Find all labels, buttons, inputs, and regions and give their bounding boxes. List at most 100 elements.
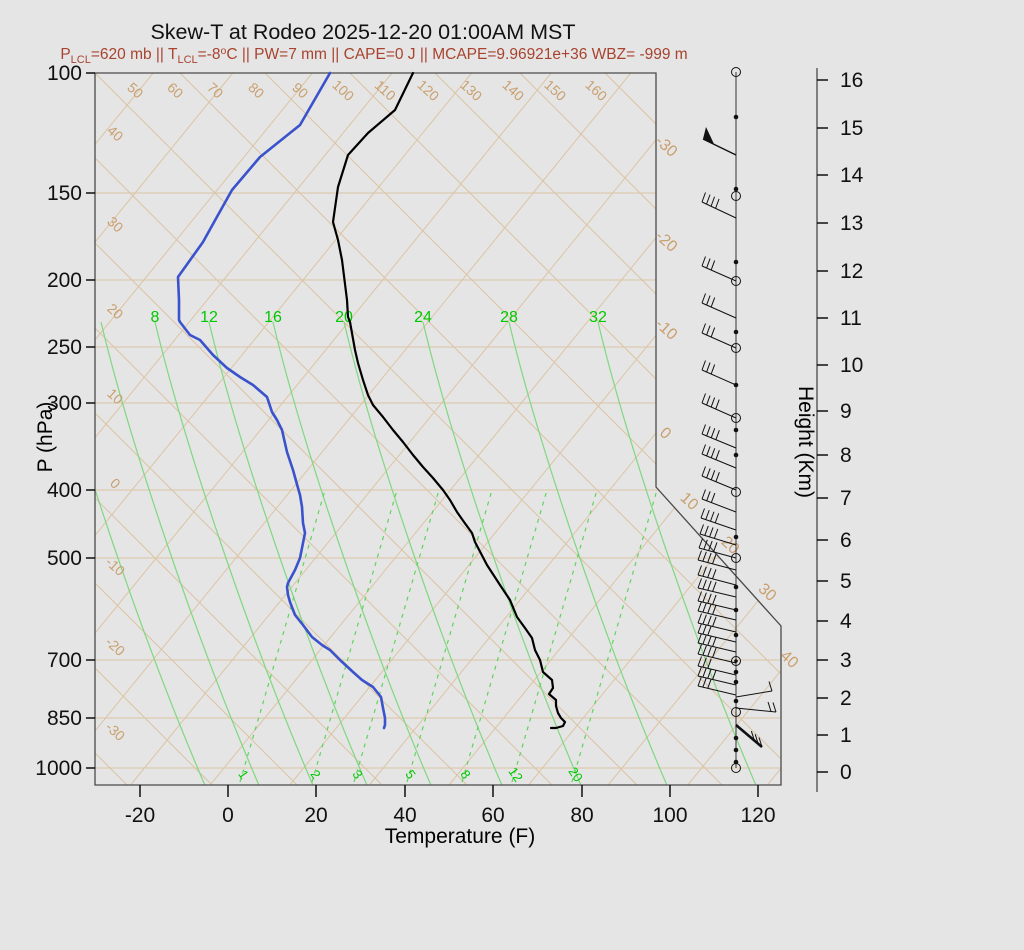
wind-barb-tick (707, 580, 712, 591)
chart-title: Skew-T at Rodeo 2025-12-20 01:00AM MST (150, 20, 575, 44)
dry-adiabat-line (95, 73, 128, 785)
moist-adiabat-line (508, 321, 670, 785)
wind-level-dot (733, 584, 739, 590)
isotherm-line (607, 73, 781, 785)
wind-barb-tick (706, 295, 711, 306)
wind-barb-tick (702, 645, 707, 656)
wind-level-circle (731, 707, 741, 717)
moist-adiabat-line (343, 321, 505, 785)
wind-barb-shaft (698, 547, 737, 559)
wind-barb-shaft (697, 610, 737, 621)
wind-barb-shaft (697, 675, 737, 686)
wind-barb-tick (706, 362, 711, 373)
wind-level-dot (733, 735, 739, 741)
wind-barb-shaft (697, 574, 737, 586)
wind-barb-shaft (701, 433, 737, 449)
temperature-tick-label: -20 (125, 804, 155, 827)
wind-barb-tick (702, 634, 707, 645)
isotherm-line (130, 73, 711, 785)
wind-barb-tick (701, 466, 706, 477)
wind-barb-tick (710, 364, 716, 375)
wind-barb-tick (701, 323, 706, 334)
moist-adiabat-line (272, 321, 434, 785)
wind-barb-tick (712, 581, 717, 592)
wind-barb-tick (697, 613, 702, 624)
wind-barb-shaft (735, 707, 777, 713)
temperature-tick-label: 60 (481, 804, 504, 827)
wind-barb-tick (710, 260, 716, 271)
wind-barb-shaft (735, 690, 773, 698)
wind-barb-tick (707, 658, 712, 669)
wind-barb-tick (697, 666, 702, 677)
moist-adiabat-line (208, 321, 370, 785)
wind-barb-tick (758, 737, 763, 748)
height-tick-label: 14 (840, 164, 864, 187)
wind-barb-tick (706, 395, 711, 406)
wind-level-dot (733, 329, 739, 335)
wind-barb-shaft (701, 332, 737, 349)
dry-adiabat-label-top: 120 (414, 77, 442, 105)
wind-barb-tick (704, 525, 709, 536)
wind-level-dot (733, 534, 739, 540)
wind-barb-shaft (701, 453, 737, 469)
height-tick-label: 13 (840, 212, 863, 235)
pressure-tick-label: 150 (47, 182, 82, 205)
wind-barb-tick (701, 424, 706, 435)
wind-barb-tick (767, 701, 772, 712)
moist-adiabat-label: 28 (500, 309, 518, 326)
temperature-axis-title: Temperature (F) (385, 825, 536, 848)
height-tick-label: 12 (840, 260, 863, 283)
pressure-tick-label: 250 (47, 336, 82, 359)
isotherm-label-right: 0 (656, 424, 674, 443)
wind-barb-tick (715, 450, 720, 460)
wind-barb-shaft (697, 600, 737, 611)
wind-level-dot (733, 669, 739, 675)
height-tick-label: 5 (840, 570, 852, 593)
wind-barb-tick (701, 360, 706, 371)
dry-adiabat-label-top: 60 (164, 79, 186, 101)
wind-barb-tick (697, 633, 702, 644)
wind-barb-tick (712, 604, 717, 615)
wind-barb-tick (702, 566, 707, 577)
isotherm-line (95, 73, 313, 785)
wind-level-dot (733, 452, 739, 458)
wind-barb-tick (707, 625, 712, 636)
wind-barb-tick (703, 539, 708, 550)
mixing-ratio-label: 8 (457, 767, 473, 782)
moist-adiabat-label: 8 (151, 309, 160, 326)
wind-level-dot (733, 259, 739, 265)
wind-barb-tick (710, 428, 716, 438)
wind-barb-tick (701, 489, 706, 500)
isotherm-line (95, 73, 632, 785)
wind-barb-tick (710, 397, 716, 408)
pressure-tick-label: 200 (47, 269, 82, 292)
subtitle-sub-lcl: LCL (71, 54, 91, 66)
pressure-tick-label: 850 (47, 707, 82, 730)
wind-barb-shaft (697, 685, 737, 696)
temperature-tick-label: 80 (570, 804, 593, 827)
wind-barb-tick (706, 446, 711, 457)
dry-adiabat-label-left: -30 (102, 719, 128, 745)
skewt-background-lines (95, 73, 781, 785)
dry-adiabat-line (95, 73, 553, 785)
wind-level-circle (731, 276, 741, 286)
wind-barb-tick (707, 678, 712, 689)
dry-adiabat-label-top: 50 (124, 79, 146, 101)
wind-level-circle (731, 191, 741, 201)
moist-adiabat-label: 24 (414, 309, 432, 326)
wind-barb-tick (707, 635, 712, 646)
pressure-tick-label: 300 (47, 392, 82, 415)
wind-level-circle (731, 763, 741, 773)
moist-adiabat-line (422, 321, 584, 785)
moist-adiabat-line (597, 321, 759, 785)
mixing-ratio-label: 12 (505, 764, 526, 784)
subtitle-mid1: =620 mb || T (91, 46, 178, 63)
wind-barb-tick (768, 681, 773, 692)
wind-barb-shaft (697, 587, 737, 598)
mixing-ratio-line (511, 489, 598, 783)
wind-barb-tick (702, 592, 707, 603)
height-tick-label: 15 (840, 117, 863, 140)
wind-barb-tick (701, 256, 706, 267)
wind-barb-tick (697, 623, 702, 634)
